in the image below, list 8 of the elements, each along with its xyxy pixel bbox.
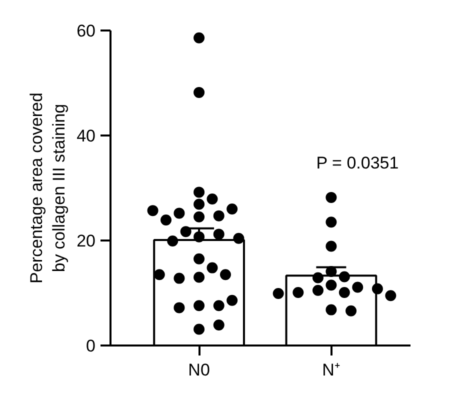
y-tick-label: 60 — [76, 22, 96, 40]
x-tick-label: N0 — [188, 360, 210, 380]
y-tick-label: 40 — [76, 126, 96, 146]
y-tick-label: 0 — [86, 336, 96, 356]
x-tick-label: N⁺ — [322, 360, 340, 380]
annotation: P = 0.0351 — [316, 153, 399, 172]
y-axis-title: Percentage area covered by collagen III staining — [26, 92, 69, 284]
y-tick-label: 20 — [76, 232, 96, 250]
